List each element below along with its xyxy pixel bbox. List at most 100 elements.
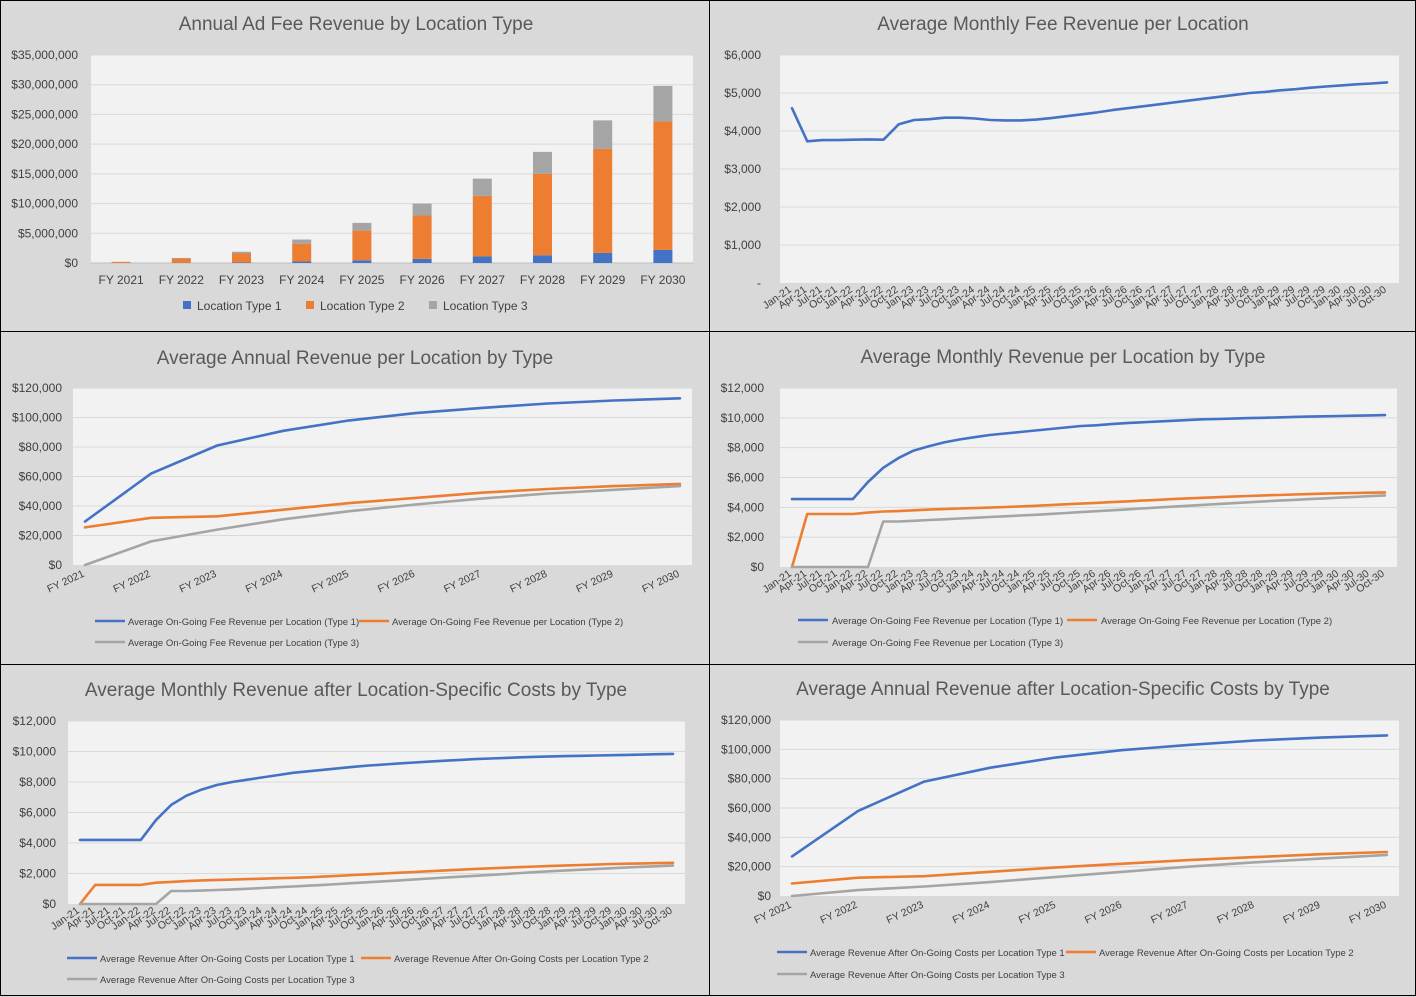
x-tick-label: FY 2029 xyxy=(580,273,625,287)
y-tick-label: $5,000 xyxy=(724,86,761,100)
legend-label: Average Revenue After On-Going Costs per… xyxy=(394,954,649,965)
avg-monthly-fee-chart: Average Monthly Fee Revenue per Location… xyxy=(710,1,1416,333)
chart-title: Average Monthly Revenue after Location-S… xyxy=(85,680,627,701)
bar-fy-2023-type-2 xyxy=(232,253,251,262)
avg-monthly-rev-chart: Average Monthly Revenue per Location by … xyxy=(710,332,1416,666)
y-tick-label: $20,000 xyxy=(728,860,772,874)
bar-fy-2025-type-2 xyxy=(352,231,371,261)
x-tick-label: FY 2022 xyxy=(159,273,204,287)
bar-fy-2025-type-1 xyxy=(352,260,371,263)
chart-title: Average Monthly Fee Revenue per Location xyxy=(877,14,1248,35)
y-tick-label: $100,000 xyxy=(12,411,62,425)
bar-fy-2030-type-3 xyxy=(653,86,672,122)
x-tick-label: FY 2026 xyxy=(376,568,417,596)
bar-fy-2027-type-2 xyxy=(473,196,492,257)
x-tick-label: FY 2030 xyxy=(640,273,685,287)
y-tick-label: $20,000,000 xyxy=(11,137,78,151)
y-tick-label: $0 xyxy=(49,558,63,572)
y-tick-label: $100,000 xyxy=(721,742,771,756)
x-tick-label: FY 2022 xyxy=(111,568,152,596)
avg-annual-rev-chart: Average Annual Revenue per Location by T… xyxy=(1,332,711,666)
legend-label: Average Revenue After On-Going Costs per… xyxy=(100,954,355,965)
y-tick-label: $6,000 xyxy=(724,48,761,62)
bar-fy-2030-type-1 xyxy=(653,250,672,263)
x-tick-label: FY 2030 xyxy=(1347,899,1388,927)
bar-fy-2021-type-2 xyxy=(112,262,131,263)
bar-fy-2026-type-1 xyxy=(413,259,432,263)
bar-fy-2029-type-1 xyxy=(593,253,612,263)
bar-fy-2029-type-2 xyxy=(593,149,612,253)
x-tick-label: FY 2028 xyxy=(520,273,565,287)
y-tick-label: $2,000 xyxy=(727,530,764,544)
y-tick-label: $1,000 xyxy=(724,238,761,252)
chart-title: Annual Ad Fee Revenue by Location Type xyxy=(179,14,534,35)
x-tick-label: FY 2030 xyxy=(640,568,681,596)
y-tick-label: $0 xyxy=(751,560,765,574)
x-tick-label: FY 2023 xyxy=(219,273,264,287)
y-tick-label: $10,000 xyxy=(721,411,765,425)
y-tick-label: $12,000 xyxy=(13,714,57,728)
avg-annual-after-costs-chart: Average Annual Revenue after Location-Sp… xyxy=(710,665,1416,997)
y-tick-label: $120,000 xyxy=(721,713,771,727)
bar-fy-2027-type-3 xyxy=(473,179,492,196)
legend-swatch-type-2 xyxy=(306,301,314,309)
x-tick-label: FY 2028 xyxy=(1215,899,1256,927)
bar-fy-2024-type-2 xyxy=(292,244,311,262)
x-tick-label: FY 2023 xyxy=(178,568,219,596)
x-tick-label: FY 2026 xyxy=(400,273,445,287)
chart-panel-avg-monthly-rev: Average Monthly Revenue per Location by … xyxy=(709,331,1416,665)
x-tick-label: FY 2025 xyxy=(310,568,351,596)
y-tick-label: $8,000 xyxy=(19,775,56,789)
bar-fy-2026-type-2 xyxy=(413,215,432,258)
legend-label: Location Type 2 xyxy=(320,299,405,313)
legend-label: Location Type 1 xyxy=(197,299,282,313)
legend-label: Average On-Going Fee Revenue per Locatio… xyxy=(832,638,1063,649)
legend-label: Average Revenue After On-Going Costs per… xyxy=(810,970,1065,981)
bar-fy-2023-type-1 xyxy=(232,262,251,263)
y-tick-label: $3,000 xyxy=(724,162,761,176)
y-tick-label: $80,000 xyxy=(19,440,63,454)
chart-panel-annual-ad-fee: Annual Ad Fee Revenue by Location Type $0… xyxy=(0,0,710,332)
y-tick-label: $2,000 xyxy=(724,200,761,214)
legend-swatch-type-3 xyxy=(429,301,437,309)
legend-label: Average On-Going Fee Revenue per Locatio… xyxy=(1101,616,1332,627)
legend-label: Average Revenue After On-Going Costs per… xyxy=(100,975,355,986)
bar-fy-2027-type-1 xyxy=(473,256,492,263)
y-tick-label: $40,000 xyxy=(19,499,63,513)
legend-label: Average On-Going Fee Revenue per Locatio… xyxy=(832,616,1063,627)
x-tick-label: FY 2026 xyxy=(1083,899,1124,927)
y-tick-label: $5,000,000 xyxy=(18,226,78,240)
y-tick-label: $80,000 xyxy=(728,772,772,786)
bar-fy-2029-type-3 xyxy=(593,120,612,149)
avg-monthly-after-costs-chart: Average Monthly Revenue after Location-S… xyxy=(1,665,711,997)
bar-fy-2024-type-3 xyxy=(292,240,311,244)
chart-panel-avg-monthly-fee: Average Monthly Fee Revenue per Location… xyxy=(709,0,1416,332)
x-tick-label: FY 2025 xyxy=(1017,899,1058,927)
bar-fy-2023-type-3 xyxy=(232,252,251,254)
bar-fy-2030-type-2 xyxy=(653,122,672,250)
y-tick-label: $120,000 xyxy=(12,381,62,395)
x-tick-label: FY 2025 xyxy=(339,273,384,287)
annual-ad-fee-chart: Annual Ad Fee Revenue by Location Type $0… xyxy=(1,1,711,333)
legend-label: Average Revenue After On-Going Costs per… xyxy=(810,948,1065,959)
x-tick-label: FY 2029 xyxy=(1281,899,1322,927)
x-tick-label: FY 2022 xyxy=(818,899,859,927)
legend-label: Location Type 3 xyxy=(443,299,528,313)
legend-label: Average On-Going Fee Revenue per Locatio… xyxy=(392,617,623,628)
x-tick-label: FY 2028 xyxy=(508,568,549,596)
y-tick-label: $35,000,000 xyxy=(11,48,78,62)
y-tick-label: $0 xyxy=(43,897,57,911)
y-tick-label: $4,000 xyxy=(19,836,56,850)
y-tick-label: $60,000 xyxy=(728,801,772,815)
x-tick-label: FY 2027 xyxy=(460,273,505,287)
y-tick-label: $6,000 xyxy=(19,806,56,820)
y-tick-label: $0 xyxy=(65,256,79,270)
chart-panel-avg-annual-after-costs: Average Annual Revenue after Location-Sp… xyxy=(709,664,1416,996)
y-tick-label: $40,000 xyxy=(728,830,772,844)
bar-fy-2022-type-2 xyxy=(172,259,191,263)
bar-fy-2026-type-3 xyxy=(413,204,432,216)
legend-label: Average Revenue After On-Going Costs per… xyxy=(1099,948,1354,959)
legend-label: Average On-Going Fee Revenue per Locatio… xyxy=(128,617,359,628)
legend-swatch-type-1 xyxy=(183,301,191,309)
y-tick-label: $2,000 xyxy=(19,867,56,881)
